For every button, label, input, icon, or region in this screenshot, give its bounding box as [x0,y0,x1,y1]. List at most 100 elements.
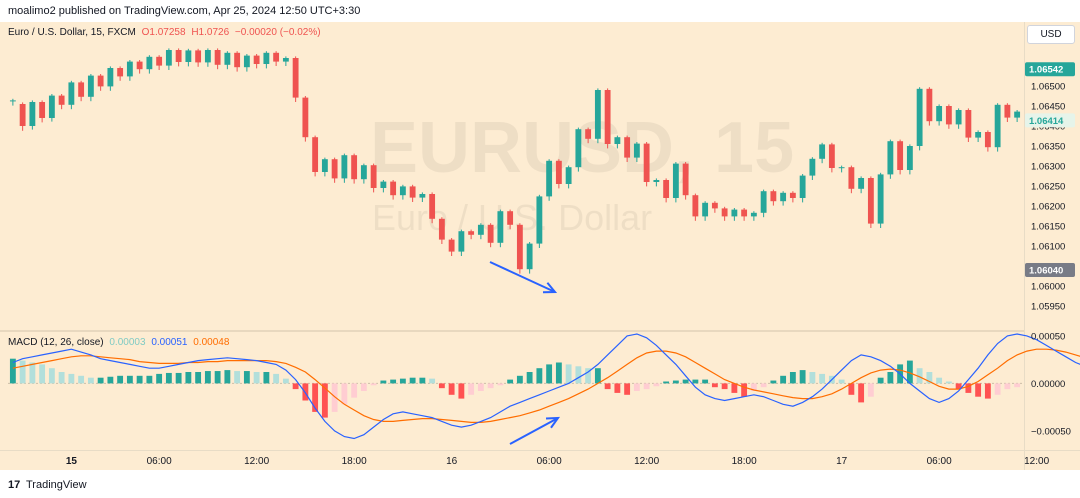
candle-body [750,212,757,217]
macd-hist-bar [224,370,231,384]
macd-hist-bar [575,366,582,384]
macd-hist-bar [507,379,514,384]
tradingview-brand[interactable]: TradingView [26,479,87,491]
candle-body [887,141,894,175]
candle-body [58,95,65,105]
candle-body [555,160,562,184]
price-axis-strip[interactable] [1024,22,1080,470]
candle-body [97,75,104,87]
candle-body [438,218,445,240]
macd-hist-bar [624,383,631,395]
publish-header: moalimo2 published on TradingView.com, A… [0,0,1080,22]
macd-hist-bar [458,383,465,399]
macd-hist-bar [48,368,55,384]
macd-arrow-head [545,416,561,429]
macd-hist-bar [780,375,787,384]
watermark-symbol: EURUSD, 15 [370,108,794,188]
tradingview-logo-icon[interactable]: 17 [8,479,21,491]
macd-hist-value: 0.00003 [109,337,146,348]
candle-body [68,82,75,105]
macd-hist-bar [253,372,260,384]
candle-body [175,50,182,62]
candle-body [136,61,143,70]
candle-body [448,239,455,252]
candle-body [799,175,806,198]
macd-hist-bar [789,372,796,384]
chart-frame[interactable]: USD Euro / U.S. Dollar, 15, FXCM O1.0725… [0,22,1080,470]
macd-hist-bar [906,360,913,384]
pane-divider[interactable] [0,330,1024,332]
candle-body [224,52,231,65]
macd-signal-value: 0.00048 [193,337,230,348]
macd-hist-bar [9,358,16,384]
publish-line: moalimo2 published on TradingView.com, A… [8,5,361,17]
macd-hist-bar [565,364,572,384]
candle-body [741,209,748,217]
candle-body [214,50,221,65]
macd-hist-bar [897,364,904,384]
candle-body [253,55,260,64]
legend-symbol[interactable]: Euro / U.S. Dollar, 15, FXCM [8,27,136,38]
candle-body [292,58,299,98]
macd-hist-bar [594,368,601,384]
candle-body [663,180,670,198]
candle-body [429,194,436,219]
macd-label[interactable]: MACD (12, 26, close) [8,337,104,348]
candle-body [809,158,816,176]
macd-line-value: 0.00051 [151,337,188,348]
macd-hist-bar [419,377,426,384]
candle-body [945,106,952,125]
price-arrow-head [542,282,558,294]
macd-hist-bar [750,383,757,391]
macd-hist-bar [604,383,611,390]
currency-button[interactable]: USD [1027,25,1075,44]
macd-hist-bar [302,383,309,401]
candle-body [546,160,553,197]
candle-body [877,174,884,224]
annotations-layer[interactable] [489,261,561,445]
macd-hist-bar [126,375,133,384]
macd-hist-bar [312,383,319,412]
macd-hist-bar [702,379,709,384]
macd-hist-bar [360,383,367,391]
legend-open: O1.07258 [141,27,186,38]
macd-hist-bar [204,371,211,384]
candle-body [526,243,533,270]
macd-hist-bar [965,383,972,393]
macd-hist-bar [838,379,845,384]
macd-hist-bar [809,372,816,384]
candle-body [536,196,543,244]
macd-line [12,333,1080,440]
macd-hist-bar [536,368,543,384]
macd-hist-bar [936,377,943,384]
macd-hist-bar [273,373,280,384]
macd-hist-bar [828,375,835,384]
candle-body [604,90,611,144]
candle-body [399,186,406,196]
macd-hist-bar [341,383,348,405]
macd-hist-bar [351,383,358,398]
macd-layer[interactable] [8,333,1080,440]
candle-body [78,82,85,97]
macd-hist-bar [1004,383,1011,390]
legend-high: H1.0726 [191,27,230,38]
candles-layer[interactable] [9,48,1021,274]
macd-hist-bar [487,383,494,389]
candle-body [419,194,426,198]
candle-body [29,102,36,126]
macd-hist-bar [448,383,455,395]
candle-body [936,106,943,122]
candle-body [994,104,1001,148]
candle-body [711,202,718,209]
candle-body [672,163,679,198]
macd-hist-bar [711,383,718,388]
candle-body [331,159,338,179]
macd-hist-bar [614,383,621,393]
macd-hist-bar [175,372,182,384]
candle-body [643,143,650,182]
candle-body [282,58,289,62]
time-axis-strip[interactable] [0,450,1080,471]
candle-body [263,52,270,64]
watermark-description: Euro / U.S. Dollar [372,197,652,238]
